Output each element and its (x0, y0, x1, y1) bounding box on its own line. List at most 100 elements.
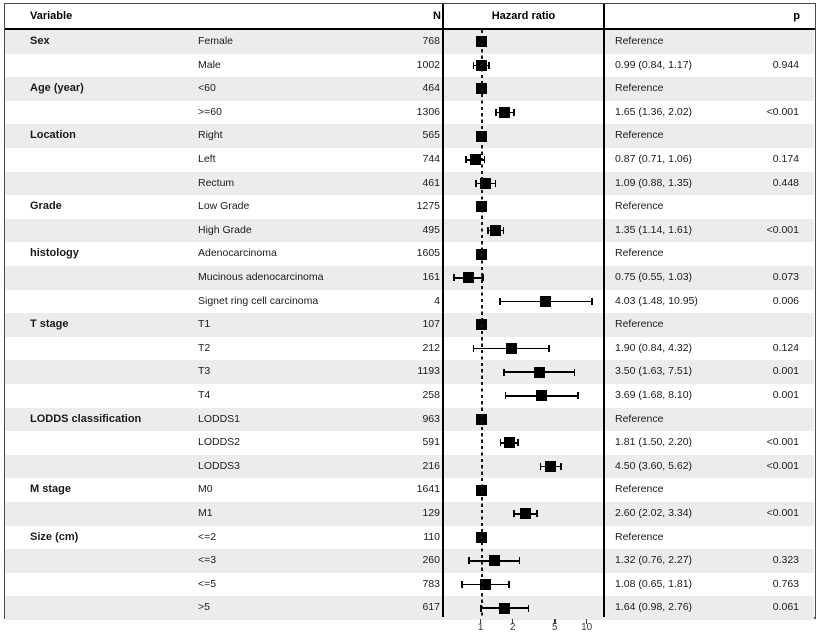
level-label: LODDS3 (198, 459, 241, 472)
table-row: Size (cm) <=2 110 Reference (5, 526, 814, 550)
n-value: 1605 (416, 247, 440, 260)
plot-cell (443, 408, 604, 432)
p-value: 0.001 (772, 389, 799, 401)
ci-cap-high (483, 156, 486, 164)
n-value: 744 (422, 153, 440, 165)
plot-cell (443, 266, 604, 290)
plot-cell (443, 455, 604, 479)
ci-cap-low (503, 368, 505, 376)
hr-ci-text: 3.50 (1.63, 7.51) (615, 365, 693, 378)
plot-cell (443, 596, 604, 620)
n-value: 1306 (416, 105, 440, 118)
p-value: 0.124 (772, 341, 799, 354)
plot-cell (443, 478, 604, 502)
n-value: 107 (422, 318, 440, 331)
hr-point-marker (480, 177, 492, 189)
table-row: LODDS2 591 1.81 (1.50, 2.20) <0.001 (5, 431, 814, 455)
col-header-p: p (793, 10, 800, 22)
plot-cell (443, 526, 604, 550)
level-label: Mucinous adenocarcinoma (198, 271, 324, 283)
level-label: Female (198, 35, 234, 47)
p-value: <0.001 (766, 459, 799, 472)
level-label: <=2 (198, 530, 217, 543)
ci-cap-low (513, 510, 515, 518)
n-value: 258 (422, 389, 440, 401)
ci-cap-low (539, 463, 542, 471)
ci-cap-high (488, 61, 490, 69)
reference-line (480, 30, 483, 618)
level-label: T2 (198, 341, 211, 354)
col-header-hazard-ratio: Hazard ratio (491, 10, 556, 22)
n-value: 464 (422, 82, 440, 95)
table-row: Male 1002 0.99 (0.84, 1.17) 0.944 (5, 54, 814, 78)
variable-label: Sex (30, 35, 50, 47)
hr-ci-text: Reference (615, 530, 664, 543)
table-row: Location Right 565 Reference (5, 124, 814, 148)
axis-tick-mark (585, 619, 588, 624)
col-header-variable: Variable (30, 10, 73, 22)
level-label: T1 (198, 318, 211, 331)
ci-cap-low (465, 156, 467, 164)
ci-cap-low (504, 392, 507, 400)
column-divider-left (442, 4, 444, 617)
plot-cell (443, 219, 604, 243)
table-row: Mucinous adenocarcinoma 161 0.75 (0.55, 1.… (5, 266, 814, 290)
variable-label: M stage (30, 483, 71, 496)
n-value: 110 (423, 530, 440, 543)
axis-tick-mark (479, 619, 482, 624)
table-row: <=3 260 1.32 (0.76, 2.27) 0.323 (5, 549, 814, 573)
plot-cell (443, 384, 604, 408)
n-value: 1641 (416, 483, 440, 496)
ci-cap-low (453, 274, 455, 282)
n-value: 768 (422, 35, 440, 47)
p-value: <0.001 (766, 223, 799, 236)
col-header-n: N (433, 10, 441, 22)
level-label: High Grade (198, 223, 252, 236)
variable-label: LODDS classification (30, 412, 142, 425)
plot-cell (443, 313, 604, 337)
level-label: Male (198, 58, 221, 71)
hr-ci-text: 1.32 (0.76, 2.27) (615, 554, 693, 567)
level-label: Signet ring cell carcinoma (198, 294, 319, 307)
table-row: Rectum 461 1.09 (0.88, 1.35) 0.448 (5, 171, 814, 196)
hr-ci-text: 0.87 (0.71, 1.06) (615, 153, 693, 165)
hr-point-marker (469, 154, 481, 166)
hr-ci-text: 1.09 (0.88, 1.35) (615, 176, 693, 189)
hr-point-marker (545, 461, 557, 473)
table-row: Grade Low Grade 1275 Reference (5, 195, 814, 219)
variable-label: Size (cm) (30, 530, 79, 543)
n-value: 212 (422, 341, 440, 354)
hr-point-marker (479, 579, 491, 591)
hr-ci-text: 4.03 (1.48, 10.95) (615, 294, 698, 307)
level-label: >5 (198, 601, 210, 614)
hr-ci-text: 3.69 (1.68, 8.10) (615, 389, 693, 401)
hr-point-marker (488, 555, 500, 567)
n-value: 963 (422, 412, 440, 425)
ci-cap-low (498, 297, 501, 305)
column-divider-right (603, 4, 605, 617)
level-label: LODDS1 (198, 412, 241, 425)
ci-cap-high (548, 345, 550, 353)
n-value: 591 (422, 436, 440, 449)
ci-cap-high (527, 604, 530, 612)
hr-point-marker (505, 343, 517, 355)
variable-label: histology (30, 247, 79, 260)
plot-cell (443, 290, 604, 314)
level-label: T3 (198, 365, 211, 378)
n-value: 161 (422, 271, 440, 283)
hr-point-marker (503, 437, 515, 449)
hr-ci-text: Reference (615, 35, 664, 47)
plot-cell (443, 195, 604, 219)
hr-point-marker (540, 295, 552, 307)
variable-label: Grade (30, 200, 62, 213)
level-label: T4 (198, 389, 211, 401)
ci-cap-high (508, 581, 510, 589)
level-label: LODDS2 (198, 436, 241, 449)
p-value: 0.174 (772, 153, 799, 165)
axis-tick-mark (511, 619, 514, 624)
n-value: 495 (422, 223, 440, 236)
p-value: 0.001 (772, 365, 799, 378)
ci-cap-high (482, 274, 484, 282)
ci-cap-low (468, 557, 470, 565)
n-value: 1275 (416, 200, 440, 213)
